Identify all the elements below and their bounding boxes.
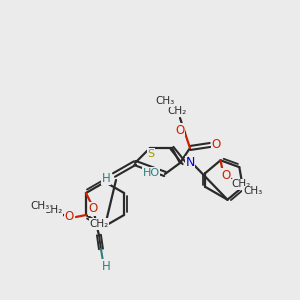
Text: CH₂: CH₂	[231, 179, 250, 189]
Text: O: O	[212, 139, 220, 152]
Text: H: H	[102, 172, 110, 184]
Text: CH₃: CH₃	[30, 201, 50, 211]
Text: O: O	[64, 211, 74, 224]
Text: CH₂: CH₂	[167, 106, 187, 116]
Text: O: O	[88, 202, 98, 215]
Text: CH₂: CH₂	[89, 219, 109, 229]
Text: HO: HO	[142, 168, 160, 178]
Text: N: N	[185, 157, 195, 169]
Text: S: S	[147, 149, 155, 159]
Text: H: H	[102, 260, 110, 272]
Text: CH₃: CH₃	[155, 96, 175, 106]
Text: O: O	[221, 169, 230, 182]
Text: CH₃: CH₃	[243, 186, 262, 196]
Text: CH₂: CH₂	[43, 205, 63, 215]
Text: O: O	[176, 124, 184, 136]
